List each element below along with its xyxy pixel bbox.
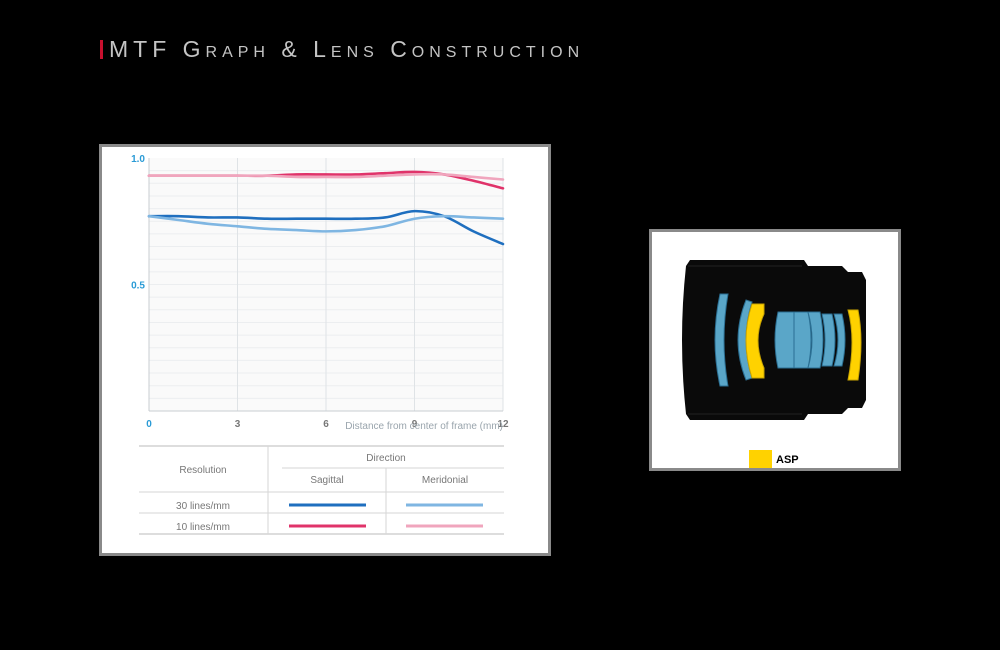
lens-element xyxy=(821,313,836,367)
mtf-chart-panel: 0 3 6 9 12 1.0 0.5 Distance from center of fra… xyxy=(99,144,551,556)
legend-row-label: 10 lines/mm xyxy=(176,522,230,533)
x-tick-label: 12 xyxy=(497,419,509,430)
lens-barrel xyxy=(682,260,866,420)
chart-series xyxy=(147,170,505,246)
asp-legend-label: ASP xyxy=(776,454,799,466)
meridional-header: Meridonial xyxy=(422,475,468,486)
aspherical-element xyxy=(745,303,765,379)
chart-axes: 0 3 6 9 12 1.0 0.5 xyxy=(131,154,509,430)
series-line-3 xyxy=(147,214,505,233)
y-tick-label: 0.5 xyxy=(131,281,145,292)
aspherical-element xyxy=(847,309,862,381)
direction-header: Direction xyxy=(366,453,405,464)
x-axis-label: Distance from center of frame (mm) xyxy=(345,421,503,432)
lens-element xyxy=(833,313,846,367)
y-tick-label: 1.0 xyxy=(131,154,145,165)
x-tick-label: 0 xyxy=(146,419,152,430)
lens-element xyxy=(774,311,795,369)
resolution-header: Resolution xyxy=(179,465,226,476)
lens-element xyxy=(793,311,812,369)
sagittal-header: Sagittal xyxy=(310,475,343,486)
legend-row-label: 30 lines/mm xyxy=(176,501,230,512)
legend-table: Resolution Direction Sagittal Meridonial… xyxy=(139,445,504,535)
series-line-1 xyxy=(147,172,505,181)
lens-elements xyxy=(714,293,862,387)
page-title: MTF Graph & Lens Construction xyxy=(109,35,585,62)
lens-element xyxy=(714,293,729,387)
x-tick-label: 6 xyxy=(323,419,329,430)
chart-grid xyxy=(148,158,504,411)
lens-diagram: ASP xyxy=(682,260,866,468)
lens-element xyxy=(807,311,824,369)
asp-legend-swatch xyxy=(749,450,772,468)
mtf-chart: 0 3 6 9 12 1.0 0.5 Distance from center of fra… xyxy=(131,154,509,535)
page-heading: MTF Graph & Lens Construction xyxy=(100,34,584,64)
x-tick-label: 3 xyxy=(235,419,241,430)
lens-construction-panel: ASP xyxy=(649,229,901,471)
heading-accent-bar xyxy=(100,39,103,59)
x-tick-label: 9 xyxy=(412,419,418,430)
